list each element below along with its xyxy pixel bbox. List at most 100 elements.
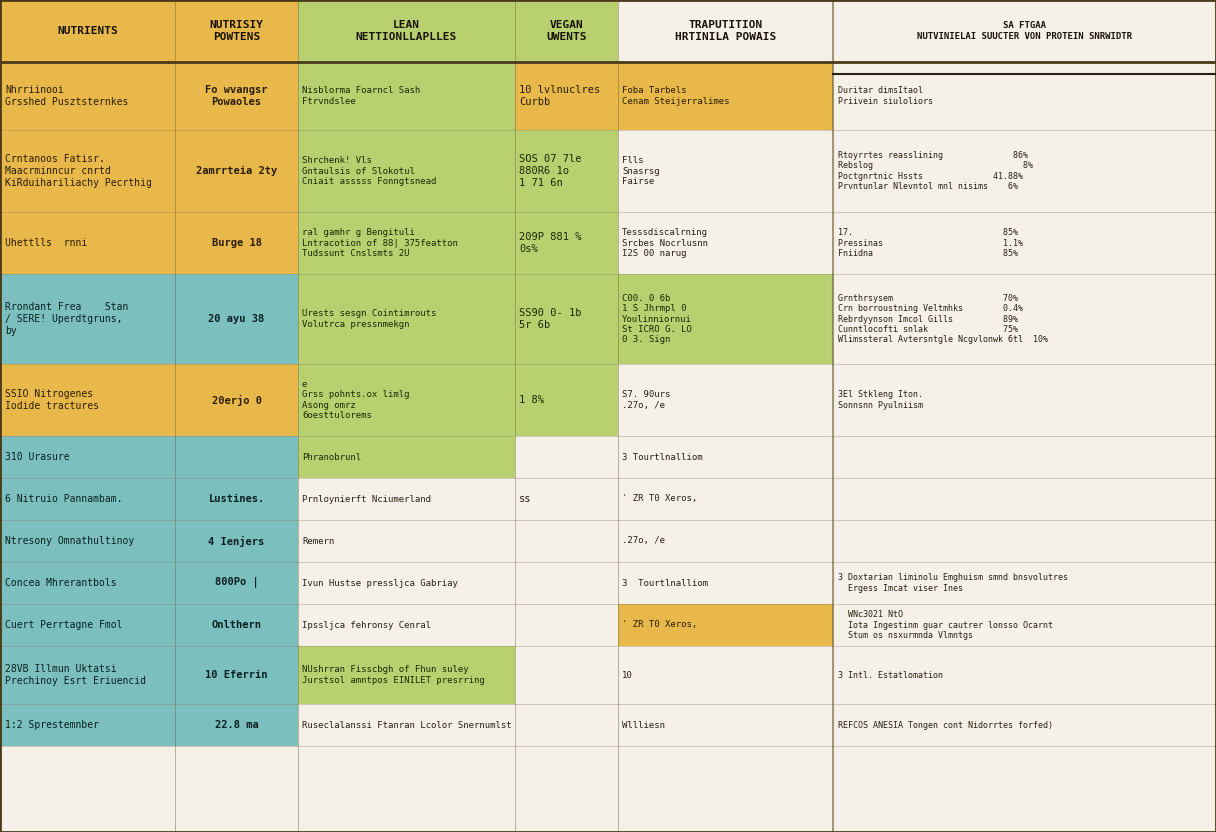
FancyBboxPatch shape (298, 274, 516, 364)
FancyBboxPatch shape (175, 0, 298, 62)
FancyBboxPatch shape (833, 0, 1216, 62)
FancyBboxPatch shape (298, 562, 516, 604)
Text: Foba Tarbels
Cenam Steijerralimes: Foba Tarbels Cenam Steijerralimes (623, 87, 730, 106)
FancyBboxPatch shape (618, 62, 833, 130)
Text: Rtoyrrtes reasslining              86%
Rebslog                              8%
P: Rtoyrrtes reasslining 86% Rebslog 8% P (838, 151, 1034, 191)
Text: 209P 881 %
0s%: 209P 881 % 0s% (519, 232, 581, 254)
FancyBboxPatch shape (618, 646, 833, 704)
Text: Tesssdiscalrning
Srcbes Nocrlusnn
I2S 00 narug: Tesssdiscalrning Srcbes Nocrlusnn I2S 00… (623, 228, 708, 258)
FancyBboxPatch shape (0, 130, 175, 212)
FancyBboxPatch shape (298, 520, 516, 562)
FancyBboxPatch shape (175, 130, 298, 212)
FancyBboxPatch shape (298, 478, 516, 520)
Text: ss: ss (519, 494, 531, 504)
FancyBboxPatch shape (0, 704, 175, 746)
FancyBboxPatch shape (516, 646, 618, 704)
Text: Prnloynierft Nciumerland: Prnloynierft Nciumerland (302, 494, 430, 503)
FancyBboxPatch shape (0, 364, 175, 436)
FancyBboxPatch shape (833, 364, 1216, 436)
Text: 10 Eferrin: 10 Eferrin (206, 670, 268, 680)
Text: C00. 0 6b
1 S Jhrmpl 0
Youlinniornui
St ICRO G. LO
0 3. Sign: C00. 0 6b 1 S Jhrmpl 0 Youlinniornui St … (623, 294, 692, 344)
Text: SS90 0- 1b
5r 6b: SS90 0- 1b 5r 6b (519, 308, 581, 329)
FancyBboxPatch shape (0, 646, 175, 704)
Text: Grnthrsysem                      70%
Crn borroustning Veltmhks        0.4%
Rebrd: Grnthrsysem 70% Crn borroustning Veltmhk… (838, 294, 1048, 344)
FancyBboxPatch shape (833, 520, 1216, 562)
FancyBboxPatch shape (175, 364, 298, 436)
Text: 20erjo 0: 20erjo 0 (212, 394, 261, 405)
FancyBboxPatch shape (833, 478, 1216, 520)
FancyBboxPatch shape (298, 646, 516, 704)
Text: Ivun Hustse pressljca Gabriay: Ivun Hustse pressljca Gabriay (302, 578, 458, 587)
FancyBboxPatch shape (0, 478, 175, 520)
Text: VEGAN
UWENTS: VEGAN UWENTS (546, 20, 587, 42)
FancyBboxPatch shape (618, 562, 833, 604)
Text: Flls
Snasrsg
Fairse: Flls Snasrsg Fairse (623, 156, 659, 186)
FancyBboxPatch shape (833, 704, 1216, 746)
Text: Concea Mhrerantbols: Concea Mhrerantbols (5, 578, 117, 588)
FancyBboxPatch shape (516, 62, 618, 130)
Text: Burge 18: Burge 18 (212, 238, 261, 248)
FancyBboxPatch shape (0, 604, 175, 646)
Text: Ntresony Omnathultinoy: Ntresony Omnathultinoy (5, 536, 134, 546)
FancyBboxPatch shape (298, 130, 516, 212)
Text: 2amrrteia 2ty: 2amrrteia 2ty (196, 166, 277, 176)
FancyBboxPatch shape (618, 704, 833, 746)
Text: ' ZR T0 Xeros,: ' ZR T0 Xeros, (623, 621, 697, 630)
FancyBboxPatch shape (516, 436, 618, 478)
FancyBboxPatch shape (0, 520, 175, 562)
Text: 3 Intl. Estatlomation: 3 Intl. Estatlomation (838, 671, 942, 680)
FancyBboxPatch shape (298, 212, 516, 274)
FancyBboxPatch shape (175, 604, 298, 646)
Text: Wllliesn: Wllliesn (623, 721, 665, 730)
FancyBboxPatch shape (516, 478, 618, 520)
Text: e
Grss pohnts.ox limlg
Asong omrz
6oesttulorems: e Grss pohnts.ox limlg Asong omrz 6oestt… (302, 380, 410, 420)
Text: S7. 90urs
.27o, /e: S7. 90urs .27o, /e (623, 390, 670, 409)
FancyBboxPatch shape (516, 130, 618, 212)
FancyBboxPatch shape (516, 562, 618, 604)
FancyBboxPatch shape (175, 562, 298, 604)
FancyBboxPatch shape (833, 274, 1216, 364)
FancyBboxPatch shape (175, 62, 298, 130)
FancyBboxPatch shape (175, 478, 298, 520)
Text: ral gamhr g Bengituli
Lntracotion of 88| 375featton
Tudssunt Cnslsmts 2U: ral gamhr g Bengituli Lntracotion of 88|… (302, 228, 458, 258)
Text: Crntanoos Fatisr.
Maacrminncur cnrtd
KiRduihariliachy Pecrthig: Crntanoos Fatisr. Maacrminncur cnrtd KiR… (5, 155, 152, 187)
Text: 800Po |: 800Po | (215, 577, 258, 588)
Text: 22.8 ma: 22.8 ma (215, 720, 258, 730)
Text: Duritar dimsItaol
Priivein siuloliors: Duritar dimsItaol Priivein siuloliors (838, 87, 933, 106)
Text: 3 Tourtlnalliom: 3 Tourtlnalliom (623, 453, 703, 462)
Text: 310 Urasure: 310 Urasure (5, 452, 69, 462)
FancyBboxPatch shape (175, 704, 298, 746)
Text: Cuert Perrtagne Fmol: Cuert Perrtagne Fmol (5, 620, 123, 630)
FancyBboxPatch shape (618, 604, 833, 646)
FancyBboxPatch shape (516, 212, 618, 274)
Text: Ipssljca fehronsy Cenral: Ipssljca fehronsy Cenral (302, 621, 430, 630)
FancyBboxPatch shape (833, 212, 1216, 274)
FancyBboxPatch shape (298, 62, 516, 130)
FancyBboxPatch shape (516, 604, 618, 646)
FancyBboxPatch shape (618, 130, 833, 212)
FancyBboxPatch shape (175, 212, 298, 274)
FancyBboxPatch shape (618, 0, 833, 62)
Text: 3  Tourtlnalliom: 3 Tourtlnalliom (623, 578, 708, 587)
FancyBboxPatch shape (618, 364, 833, 436)
FancyBboxPatch shape (833, 604, 1216, 646)
FancyBboxPatch shape (298, 704, 516, 746)
FancyBboxPatch shape (298, 364, 516, 436)
Text: 17.                              85%
Pressinas                        1.1%
Fniid: 17. 85% Pressinas 1.1% Fniid (838, 228, 1023, 258)
FancyBboxPatch shape (833, 646, 1216, 704)
Text: SOS 07 7le
880R6 1o
1 71 6n: SOS 07 7le 880R6 1o 1 71 6n (519, 155, 581, 187)
FancyBboxPatch shape (0, 562, 175, 604)
Text: Urests sesgn Cointimrouts
Volutrca pressnmekgn: Urests sesgn Cointimrouts Volutrca press… (302, 310, 437, 329)
Text: 10: 10 (623, 671, 632, 680)
FancyBboxPatch shape (298, 0, 516, 62)
Text: Shrchenk! Vls
Gntaulsis of Slokotul
Cniait asssss Fonngtsnead: Shrchenk! Vls Gntaulsis of Slokotul Cnia… (302, 156, 437, 186)
FancyBboxPatch shape (175, 274, 298, 364)
FancyBboxPatch shape (0, 0, 175, 62)
Text: Phranobrunl: Phranobrunl (302, 453, 361, 462)
Text: Nisblorma Foarncl Sash
Ftrvndslee: Nisblorma Foarncl Sash Ftrvndslee (302, 87, 421, 106)
FancyBboxPatch shape (833, 436, 1216, 478)
Text: ' ZR T0 Xeros,: ' ZR T0 Xeros, (623, 494, 697, 503)
FancyBboxPatch shape (516, 364, 618, 436)
FancyBboxPatch shape (0, 436, 175, 478)
Text: .27o, /e: .27o, /e (623, 537, 665, 546)
